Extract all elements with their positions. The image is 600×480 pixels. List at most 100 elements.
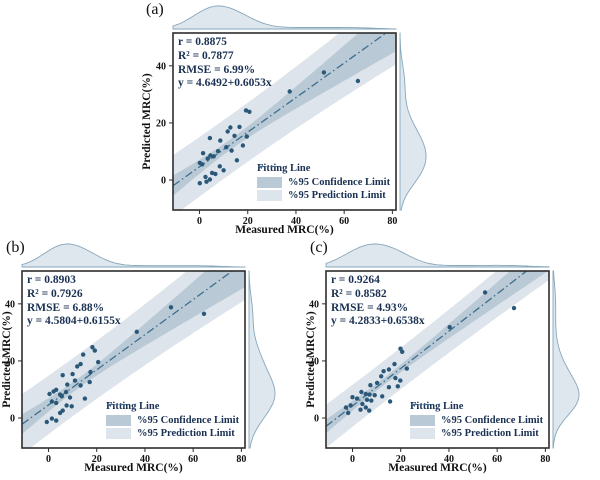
scatter-point <box>398 378 403 383</box>
scatter-point <box>218 138 223 143</box>
scatter-point <box>367 392 372 397</box>
scatter-point <box>78 361 83 367</box>
stat-equation: y = 4.5804+0.6155x <box>27 315 121 328</box>
joint-plot: 0 20 40 60 80 0 20 40 <box>309 243 580 465</box>
x-tick-label: 80 <box>540 454 550 465</box>
scatter-point <box>358 407 363 412</box>
x-tick-label: 60 <box>188 454 198 465</box>
scatter-point <box>363 391 368 397</box>
scatter-point <box>197 160 202 166</box>
legend: Fitting Line %95 Confidence Limit %95 Pr… <box>257 162 390 203</box>
y-tick-label: 40 <box>309 299 319 310</box>
scatter-point <box>49 416 55 421</box>
x-tick-label: 20 <box>243 216 253 227</box>
scatter-point <box>232 133 237 138</box>
legend-confidence-label: %95 Confidence Limit <box>441 414 544 426</box>
top-marginal-density <box>325 243 550 268</box>
scatter-point <box>355 78 361 84</box>
panel-c: (c) 0 20 40 60 80 0 20 40 r = 0.9264 R² = 0.858… <box>304 238 600 480</box>
y-tick-label: 20 <box>156 118 166 129</box>
scatter-point <box>346 410 351 416</box>
right-marginal-density <box>552 270 580 449</box>
plot-area <box>173 33 396 210</box>
y-axis-label: Predicted MRC(%) <box>1 311 13 408</box>
y-tick-label: 20 <box>5 356 15 367</box>
scatter-point <box>69 404 74 409</box>
scatter-point <box>209 170 215 176</box>
scatter-point <box>380 394 385 399</box>
scatter-point <box>224 145 229 150</box>
scatter-point <box>240 143 246 148</box>
scatter-point <box>70 371 75 377</box>
scatter-point <box>47 391 52 397</box>
legend-item-confidence: %95 Confidence Limit <box>410 414 543 428</box>
fit-line <box>173 33 388 187</box>
x-tick-label: 80 <box>387 216 397 227</box>
scatter-point <box>379 374 384 379</box>
x-tick-label: 40 <box>140 454 150 465</box>
legend: Fitting Line %95 Confidence Limit %95 Pr… <box>106 400 239 441</box>
scatter-point <box>511 305 517 311</box>
legend-prediction-label: %95 Prediction Limit <box>288 190 386 202</box>
stats-box: r = 0.8903 R² = 0.7926 RMSE = 6.88% y = … <box>27 274 121 329</box>
stat-rmse: RMSE = 6.88% <box>27 301 105 314</box>
legend-item-confidence: %95 Confidence Limit <box>106 414 239 428</box>
legend-fitting-line-label: Fitting Line <box>257 163 311 175</box>
scatter-point <box>243 108 249 113</box>
stat-r: r = 0.8875 <box>178 36 227 48</box>
scatter-point <box>65 382 70 387</box>
stats-box: r = 0.9264 R² = 0.8582 RMSE = 4.93% y = … <box>331 274 425 329</box>
y-tick-label: 20 <box>309 356 319 367</box>
legend-fitting-line-label: Fitting Line <box>106 401 160 413</box>
y-tick-label: 0 <box>10 414 15 425</box>
confidence-band <box>22 271 245 435</box>
scatter-point <box>369 398 374 403</box>
scatter-point <box>447 325 452 330</box>
scatter-point <box>201 311 207 316</box>
scatter-point <box>75 364 80 369</box>
scatter-point <box>247 109 252 115</box>
scatter-point <box>343 405 349 410</box>
y-axis-label: Predicted MRC(%) <box>141 73 153 170</box>
confidence-band-swatch <box>106 414 131 426</box>
scatter-point <box>92 348 98 353</box>
legend-confidence-label: %95 Confidence Limit <box>137 414 240 426</box>
scatter-point <box>63 389 69 395</box>
scatter-point <box>207 135 213 141</box>
right-marginal-density <box>399 32 427 211</box>
legend-item-fitting-line: Fitting Line <box>410 400 543 414</box>
prediction-band-swatch <box>257 190 282 202</box>
legend-item-prediction: %95 Prediction Limit <box>106 427 239 441</box>
scatter-point <box>213 171 218 177</box>
x-tick-label: 60 <box>492 454 502 465</box>
scatter-point <box>208 153 213 158</box>
scatter-point <box>386 385 392 390</box>
scatter-point <box>395 384 400 389</box>
scatter-point <box>225 129 230 134</box>
scatter-point <box>200 151 206 156</box>
plot-border <box>172 32 397 211</box>
scatter-point <box>168 305 174 310</box>
x-tick-label: 0 <box>46 454 51 465</box>
confidence-band-swatch <box>257 176 282 188</box>
y-axis-label: Predicted MRC(%) <box>305 311 317 408</box>
scatter-point <box>400 349 405 354</box>
plot-border <box>21 270 246 449</box>
fitting-line-sample-icon <box>411 403 434 406</box>
x-axis-label: Measured MRC(%) <box>388 462 487 474</box>
scatter-point <box>348 403 353 408</box>
scatter-point <box>360 401 365 407</box>
scatter-point <box>64 403 69 408</box>
legend-item-fitting-line: Fitting Line <box>257 162 390 176</box>
confidence-band <box>173 33 396 196</box>
legend-item-confidence: %95 Confidence Limit <box>257 176 390 190</box>
stat-r2: R² = 0.8582 <box>331 287 387 300</box>
top-marginal-density <box>21 243 246 268</box>
scatter-point <box>237 124 242 130</box>
scatter-point <box>54 400 59 406</box>
scatter-point <box>215 149 221 154</box>
scatter-point <box>81 352 86 357</box>
scatter-point <box>54 387 59 392</box>
scatter-point <box>321 70 327 75</box>
